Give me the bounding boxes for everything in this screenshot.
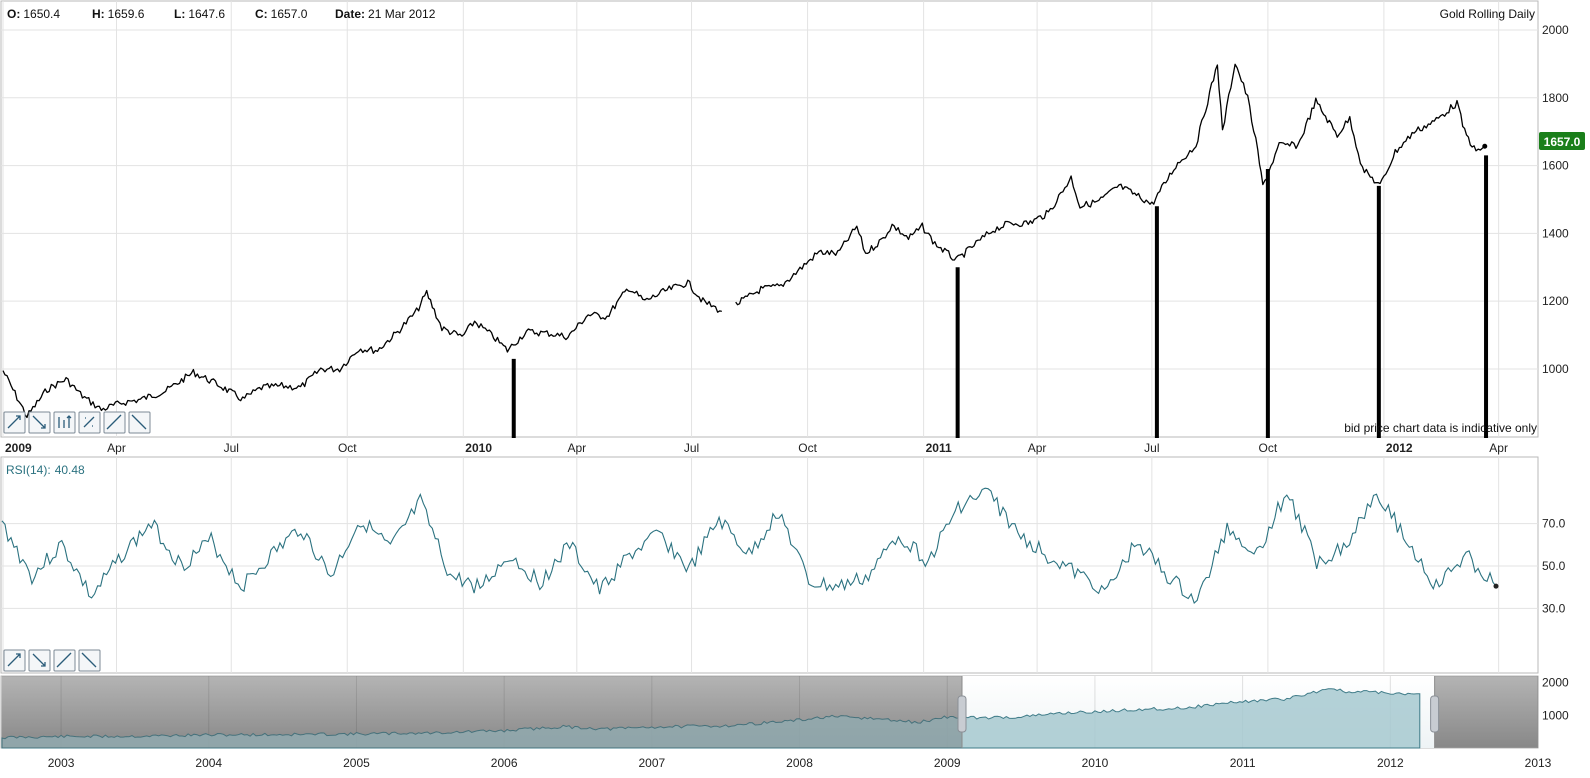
fibonacci-tool-button[interactable] [53, 411, 76, 434]
chart-title: Gold Rolling Daily [1440, 7, 1535, 21]
navigator-x-tick-label: 2003 [48, 756, 75, 770]
price-x-tick-label: Oct [1259, 441, 1278, 455]
navigator-y-axis: 1000 2000 [1542, 676, 1569, 723]
price-markers [511, 155, 1489, 438]
rsi-drawing-toolbar [3, 649, 101, 672]
price-line-segment [735, 63, 1486, 306]
navigator-handle-right[interactable] [1430, 676, 1440, 748]
price-series [2, 63, 1488, 419]
price-x-tick-label: Jul [224, 441, 239, 455]
price-x-tick-label: Apr [567, 441, 586, 455]
price-panel[interactable]: 1000 1200 1400 1600 1800 2000 O: 1650.4 H: 1659… [0, 0, 1585, 438]
price-x-tick-label: Oct [338, 441, 357, 455]
rsi-series [1, 487, 1499, 604]
trend-down-tool-button[interactable] [28, 649, 51, 672]
percent-tool-button[interactable] [78, 411, 101, 434]
navigator-x-tick-label: 2013 [1525, 756, 1552, 770]
price-y-tick-label: 1400 [1542, 226, 1569, 240]
price-x-tick-label: Oct [798, 441, 817, 455]
price-y-axis: 1000 1200 1400 1600 1800 2000 [1542, 23, 1569, 376]
rsi-y-tick-label: 30.0 [1542, 601, 1566, 615]
line-down-tool-button[interactable] [78, 649, 101, 672]
rsi-readout: RSI(14): 40.48 [6, 463, 85, 477]
navigator-x-tick-label: 2009 [934, 756, 961, 770]
line-down-icon [81, 652, 97, 668]
price-x-tick-label: 2009 [5, 441, 32, 455]
price-x-tick-label: 2010 [465, 441, 492, 455]
navigator-x-tick-label: 2006 [491, 756, 518, 770]
navigator-x-tick-label: 2011 [1230, 756, 1256, 770]
rsi-y-tick-label: 70.0 [1542, 517, 1566, 531]
line-up-tool-button[interactable] [103, 411, 126, 434]
trend-up-icon [7, 415, 21, 429]
trend-up-tool-button[interactable] [3, 649, 26, 672]
navigator-mask-left [2, 676, 962, 748]
price-x-tick-label: Apr [107, 441, 126, 455]
price-x-tick-label: 2011 [926, 441, 952, 455]
navigator-x-tick-label: 2008 [786, 756, 813, 770]
trend-down-icon [32, 415, 46, 429]
navigator-y-tick-label: 1000 [1542, 708, 1569, 722]
rsi-y-axis: 30.0 50.0 70.0 [1542, 517, 1566, 616]
line-up-tool-button[interactable] [53, 649, 76, 672]
line-up-icon [56, 652, 72, 668]
navigator-series [1, 676, 1538, 749]
price-x-tick-label: Jul [1144, 441, 1159, 455]
last-price-badge: 1657.0 [1539, 132, 1585, 150]
price-drawing-toolbar [3, 411, 151, 434]
price-y-tick-label: 1800 [1542, 91, 1569, 105]
disclaimer-text: bid price chart data is indicative only [1344, 421, 1537, 435]
fibonacci-icon [58, 415, 72, 428]
svg-text:1657.0: 1657.0 [1544, 135, 1581, 149]
ohlc-readout: O: 1650.4 H: 1659.6 L: 1647.6 C: 1657.0 Date… [7, 7, 436, 21]
price-y-tick-label: 1200 [1542, 294, 1569, 308]
svg-text:O:1650.4 H:1659.6: O: 1650.4 H: 1659.6 L: 1647.6 C: 1657.0 Date… [7, 7, 436, 21]
navigator-area [1, 688, 1421, 749]
rsi-panel[interactable]: 30.0 50.0 70.0 RSI(14): 40.48 [0, 456, 1566, 674]
navigator-x-tick-label: 2010 [1082, 756, 1109, 770]
price-y-tick-label: 2000 [1542, 23, 1569, 37]
price-last-point [1482, 143, 1488, 149]
navigator-x-axis: 2003 2004 2005 2006 2007 2008 2009 2010 2011 2012… [48, 756, 1552, 770]
price-grid [1, 1, 1538, 437]
rsi-last-point [1493, 583, 1499, 589]
price-x-tick-label: Apr [1028, 441, 1047, 455]
line-down-icon [131, 414, 147, 430]
navigator-x-tick-label: 2007 [638, 756, 665, 770]
navigator-y-tick-label: 2000 [1542, 676, 1569, 690]
price-x-tick-label: 2012 [1386, 441, 1413, 455]
price-x-tick-label: Apr [1489, 441, 1508, 455]
navigator-x-tick-label: 2012 [1377, 756, 1404, 770]
price-y-tick-label: 1000 [1542, 362, 1569, 376]
navigator-mask-right [1434, 676, 1538, 748]
rsi-grid [1, 457, 1538, 673]
rsi-y-tick-label: 50.0 [1542, 559, 1566, 573]
navigator-handles [957, 676, 1440, 748]
price-y-tick-label: 1600 [1542, 159, 1569, 173]
line-up-icon [106, 414, 122, 430]
rsi-line [1, 487, 1497, 604]
trend-up-tool-button[interactable] [3, 411, 26, 434]
price-x-tick-label: Jul [684, 441, 699, 455]
navigator-x-tick-label: 2004 [195, 756, 222, 770]
trend-down-icon [32, 653, 46, 667]
trend-up-icon [7, 653, 21, 667]
navigator-handle-left[interactable] [957, 676, 967, 748]
price-x-axis: 2009 Apr Jul Oct 2010 Apr Jul Oct 2011 Apr Jul Oct 2… [5, 441, 1508, 455]
percent-icon [83, 416, 95, 428]
navigator-x-tick-label: 2005 [343, 756, 370, 770]
trend-down-tool-button[interactable] [28, 411, 51, 434]
price-line-segment [2, 279, 722, 419]
line-down-tool-button[interactable] [128, 411, 151, 434]
navigator-panel[interactable]: 1000 2000 [0, 675, 1569, 749]
